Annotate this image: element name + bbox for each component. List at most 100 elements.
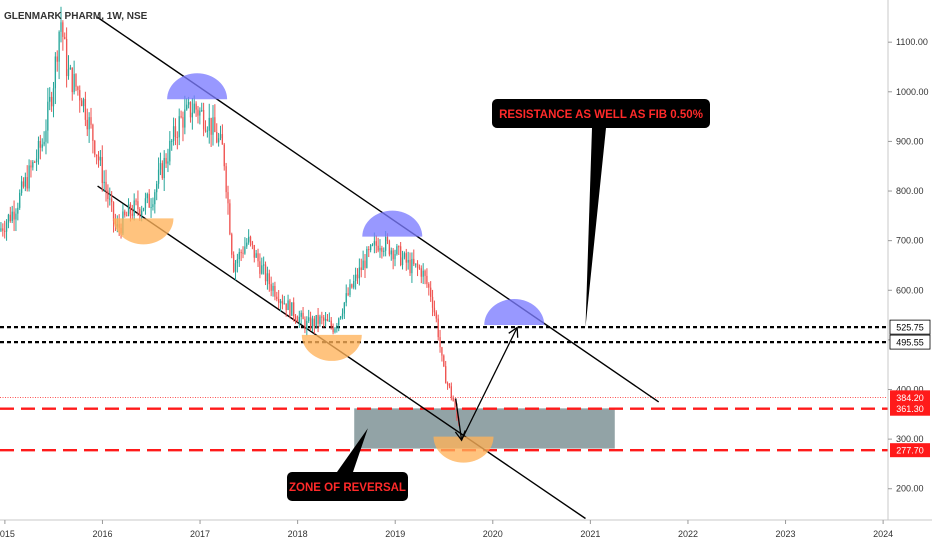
candle-body [247, 236, 250, 243]
candle-body [349, 284, 351, 295]
candle-body [54, 56, 57, 89]
candle-body [201, 110, 203, 112]
candle-body [302, 312, 304, 320]
candle-body [311, 318, 314, 329]
candle-body [405, 253, 407, 263]
candle-body [71, 67, 73, 93]
candle-body [313, 318, 315, 327]
candle-body [204, 129, 207, 132]
candle-body [418, 267, 421, 269]
candle-body [146, 193, 148, 199]
candle-body [24, 177, 26, 187]
candle-body [238, 252, 240, 260]
candle-body [439, 337, 441, 348]
candle-body [332, 326, 334, 333]
candle-body [129, 204, 132, 214]
y-tick-label: 700.00 [896, 236, 924, 246]
candle-body [161, 163, 163, 179]
candle-body [234, 263, 237, 272]
candle-body [64, 36, 66, 40]
candle-body [217, 138, 220, 143]
candle-body [323, 317, 325, 321]
candle-body [375, 241, 377, 246]
candle-body [424, 270, 426, 276]
candle-body [206, 130, 209, 132]
candle-body [259, 261, 261, 274]
x-tick-label: 2021 [580, 529, 600, 539]
candle-body [43, 141, 45, 145]
candle-body [225, 166, 227, 193]
zone-callout-box [287, 472, 408, 501]
price-axis-panel [888, 0, 932, 550]
candle-body [223, 144, 225, 167]
candle-body [94, 140, 96, 155]
x-tick-label: 2019 [385, 529, 405, 539]
candle-body [219, 134, 222, 139]
candle-body [388, 240, 391, 255]
candle-body [52, 88, 55, 107]
y-tick-label: 400.00 [896, 385, 924, 395]
candle-body [141, 210, 143, 216]
candle-body [383, 250, 385, 252]
candle-body [11, 211, 13, 221]
candle-body [186, 104, 188, 110]
candle-body [20, 181, 23, 193]
candle-body [328, 320, 330, 322]
candle-body [197, 109, 199, 116]
candle-body [236, 259, 239, 264]
candle-body [90, 117, 92, 125]
candle-body [5, 222, 8, 232]
candle-body [272, 285, 274, 291]
x-tick-label: 2023 [776, 529, 796, 539]
candle-body [242, 252, 244, 254]
candle-body [152, 204, 154, 208]
price-level-badge [890, 390, 930, 405]
candle-body [324, 318, 327, 321]
candle-body [263, 264, 265, 266]
candle-body [407, 259, 409, 263]
candle-body [82, 98, 85, 107]
time-axis-panel [0, 520, 932, 550]
candle-body [154, 192, 156, 205]
candle-body [411, 258, 413, 274]
price-level-badge-text: 277.70 [896, 446, 924, 456]
candle-body [75, 74, 77, 87]
candle-body [448, 383, 451, 387]
candle-body [278, 299, 280, 303]
candle-body [343, 302, 346, 314]
candle-body [293, 302, 295, 317]
candle-body [443, 355, 445, 367]
candle-body [169, 140, 171, 162]
candle-body [415, 263, 417, 265]
candle-body [47, 101, 49, 131]
candle-body [88, 117, 90, 130]
candle-body [356, 274, 359, 279]
candle-body [298, 316, 300, 323]
candle-body [19, 192, 21, 208]
candle-body [308, 317, 310, 322]
candle-body [291, 302, 293, 316]
candle-body [178, 116, 180, 138]
x-tick-label: 2022 [678, 529, 698, 539]
price-level-badge-text: 495.55 [896, 338, 924, 348]
candle-body [77, 86, 79, 91]
candle-body [41, 144, 43, 148]
candle-body [364, 260, 366, 268]
candle-body [345, 293, 347, 303]
price-level-badge [890, 401, 930, 416]
zone-callout-tail [337, 428, 368, 472]
candle-body [261, 265, 263, 274]
candle-body [315, 314, 317, 327]
x-tick-label: 2015 [0, 529, 15, 539]
candle-body [279, 301, 282, 303]
candle-body [392, 250, 394, 260]
x-tick-label: 2020 [483, 529, 503, 539]
candle-body [37, 140, 40, 159]
candle-body [369, 244, 372, 251]
candle-body [416, 263, 419, 268]
candle-body [452, 397, 454, 402]
candle-body [319, 316, 321, 324]
candle-body [368, 249, 370, 251]
